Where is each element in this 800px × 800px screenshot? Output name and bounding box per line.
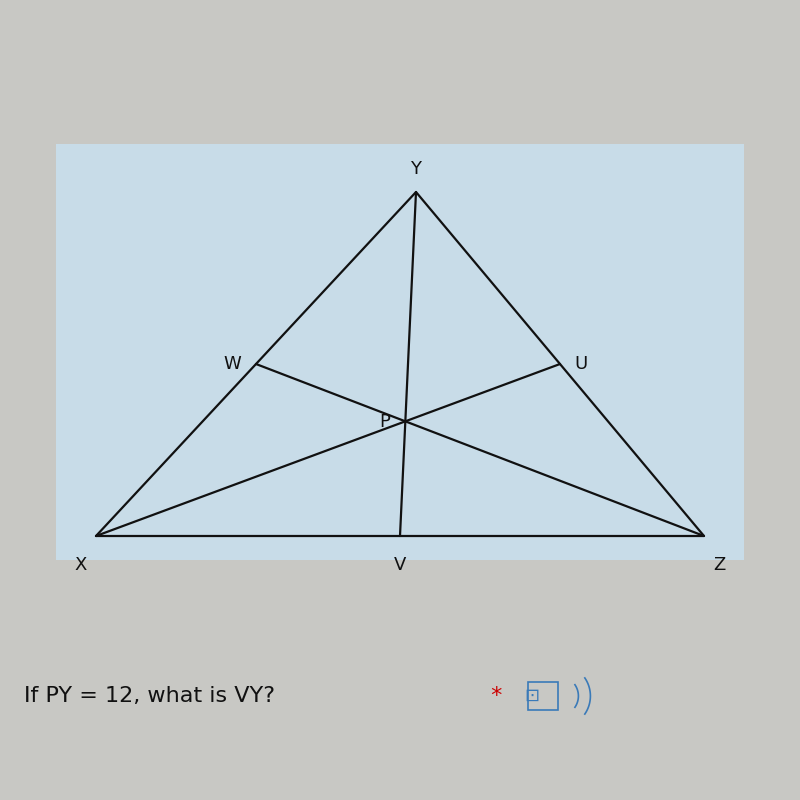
Text: Y: Y (410, 160, 422, 178)
Text: P: P (379, 413, 390, 430)
Text: V: V (394, 556, 406, 574)
Text: If PY = 12, what is VY?: If PY = 12, what is VY? (24, 686, 275, 706)
FancyBboxPatch shape (56, 144, 744, 560)
Text: *: * (484, 686, 502, 706)
Text: ⊡: ⊡ (524, 687, 539, 705)
Text: W: W (224, 355, 242, 373)
Text: U: U (574, 355, 588, 373)
Text: Z: Z (714, 556, 726, 574)
Text: X: X (74, 556, 86, 574)
